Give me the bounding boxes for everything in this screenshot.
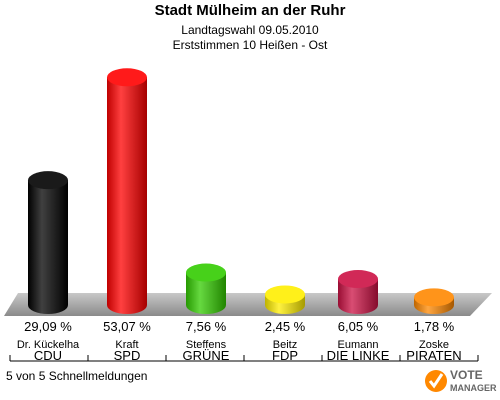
bar-top xyxy=(338,270,378,289)
bar-body xyxy=(186,272,226,314)
party-label: SPD xyxy=(114,348,141,363)
candidate-label: Kraft xyxy=(115,339,138,351)
logo-text-top: VOTE xyxy=(450,368,483,382)
value-label: 1,78 % xyxy=(414,319,455,334)
bar-top xyxy=(28,171,68,190)
category-brackets xyxy=(9,355,479,362)
bar-spd xyxy=(107,68,147,314)
candidate-label: Beitz xyxy=(273,339,297,351)
candidate-label: Zoske xyxy=(419,339,449,351)
bar-grüne xyxy=(186,263,226,314)
reporting-status: 5 von 5 Schnellmeldungen xyxy=(6,369,148,383)
bar-top xyxy=(414,288,454,307)
candidate-label: Steffens xyxy=(186,339,227,351)
party-label: PIRATEN xyxy=(406,348,461,363)
value-label: 53,07 % xyxy=(103,319,151,334)
chart-title: Stadt Mülheim an der Ruhr xyxy=(154,2,346,19)
bar-fdp xyxy=(265,285,305,314)
candidate-label: Dr. Kückelha xyxy=(17,339,80,351)
bar-body xyxy=(338,279,378,314)
bar-top xyxy=(186,263,226,282)
candidate-label: Eumann xyxy=(338,339,379,351)
value-label: 7,56 % xyxy=(186,319,227,334)
party-label: FDP xyxy=(272,348,298,363)
bar-top xyxy=(107,68,147,87)
logo-text-bottom: MANAGER xyxy=(450,383,497,393)
party-label: GRÜNE xyxy=(183,348,230,363)
party-label: CDU xyxy=(34,348,62,363)
bar-cdu xyxy=(28,171,68,314)
value-label: 2,45 % xyxy=(265,319,306,334)
bar-piraten xyxy=(414,288,454,314)
value-label: 29,09 % xyxy=(24,319,72,334)
votemanager-logo: VOTE MANAGER xyxy=(425,368,497,393)
chart-subtitle-district: Erststimmen 10 Heißen - Ost xyxy=(172,38,328,52)
party-label: DIE LINKE xyxy=(327,348,390,363)
bar-top xyxy=(265,285,305,304)
bar-body xyxy=(107,77,147,314)
bar-body xyxy=(28,180,68,314)
chart-subtitle-election: Landtagswahl 09.05.2010 xyxy=(181,23,319,37)
value-label: 6,05 % xyxy=(338,319,379,334)
bar-die-linke xyxy=(338,270,378,314)
